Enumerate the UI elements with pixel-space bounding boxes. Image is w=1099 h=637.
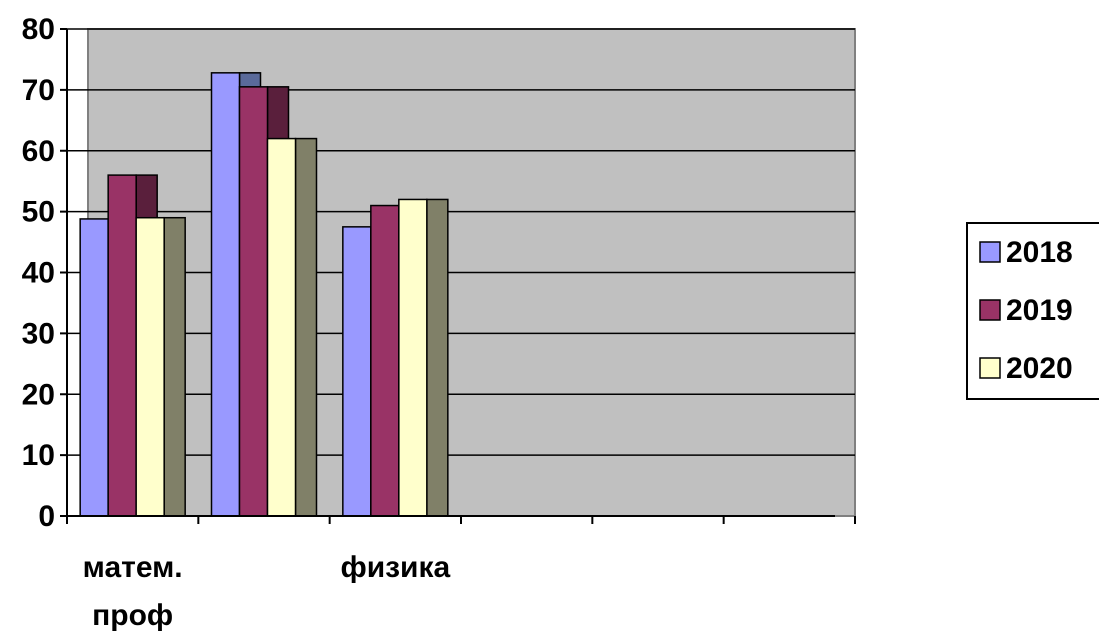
bar-2020 <box>266 137 297 517</box>
legend-label: 2020 <box>1006 352 1073 385</box>
bar-side <box>426 198 449 517</box>
bar-2020 <box>398 198 428 517</box>
x-category-label: проф <box>92 599 173 632</box>
bar-side <box>163 216 186 517</box>
bar-2018 <box>342 226 372 517</box>
x-category-label: физика <box>340 551 450 584</box>
bar-2020 <box>135 216 165 517</box>
legend-swatch <box>979 299 1001 321</box>
x-category-label: матем. <box>83 551 183 584</box>
y-tick-label: 40 <box>22 257 55 290</box>
bar-2019 <box>107 174 137 517</box>
bar-2018 <box>210 72 241 517</box>
y-tick-label: 70 <box>22 74 55 107</box>
bar-side <box>294 137 318 517</box>
y-tick-label: 0 <box>38 500 55 533</box>
y-tick-label: 10 <box>22 439 55 472</box>
legend-swatch <box>979 357 1001 379</box>
y-tick-label: 50 <box>22 196 55 229</box>
x-category-labels: матем. проф физика <box>83 551 451 632</box>
bars <box>79 72 449 517</box>
y-tick-label: 60 <box>22 135 55 168</box>
legend-label: 2018 <box>1006 236 1073 269</box>
legend-swatch <box>979 241 1001 263</box>
y-tick-label: 80 <box>22 13 55 46</box>
legend: 2018 2019 2020 <box>966 222 1099 400</box>
y-tick-label: 20 <box>22 378 55 411</box>
y-tick-labels: 0 10 20 30 40 50 60 70 80 <box>22 13 55 533</box>
bar-2019 <box>238 86 269 517</box>
gridlines <box>67 28 855 456</box>
axes <box>60 28 856 524</box>
bar-2019 <box>370 204 400 517</box>
legend-label: 2019 <box>1006 294 1073 327</box>
bar-2018 <box>79 218 109 517</box>
y-tick-label: 30 <box>22 317 55 350</box>
